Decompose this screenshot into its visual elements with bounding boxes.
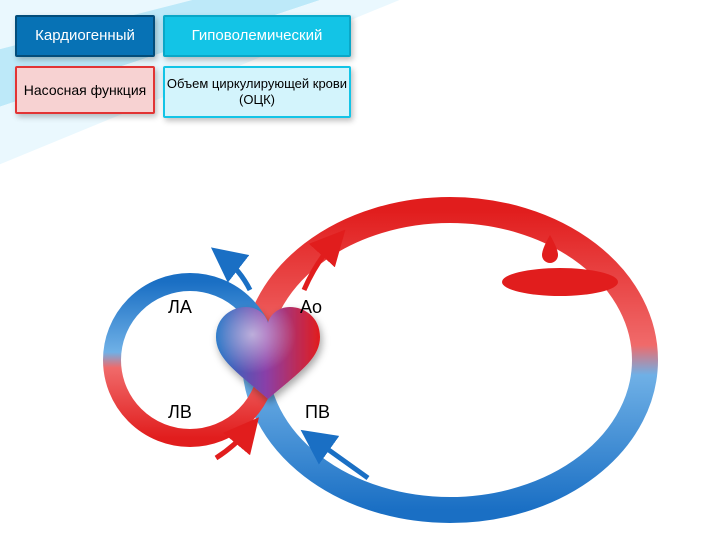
box-volume: Объем циркулирующей крови (ОЦК) xyxy=(163,66,351,118)
box-volume-label: Объем циркулирующей крови (ОЦК) xyxy=(165,76,349,107)
label-ao: Ао xyxy=(300,297,322,318)
label-lv: ЛВ xyxy=(168,402,192,423)
systemic-loop xyxy=(255,210,645,510)
box-cardiogenic: Кардиогенный xyxy=(15,15,155,57)
blood-puddle xyxy=(502,268,618,296)
label-la: ЛА xyxy=(168,297,192,318)
circulation-diagram xyxy=(50,190,670,530)
label-pv: ПВ xyxy=(305,402,330,423)
box-hypovolemic-label: Гиповолемический xyxy=(192,27,323,45)
box-pump: Насосная функция xyxy=(15,66,155,114)
box-cardiogenic-label: Кардиогенный xyxy=(35,27,135,45)
box-pump-label: Насосная функция xyxy=(24,82,146,99)
box-hypovolemic: Гиповолемический xyxy=(163,15,351,57)
